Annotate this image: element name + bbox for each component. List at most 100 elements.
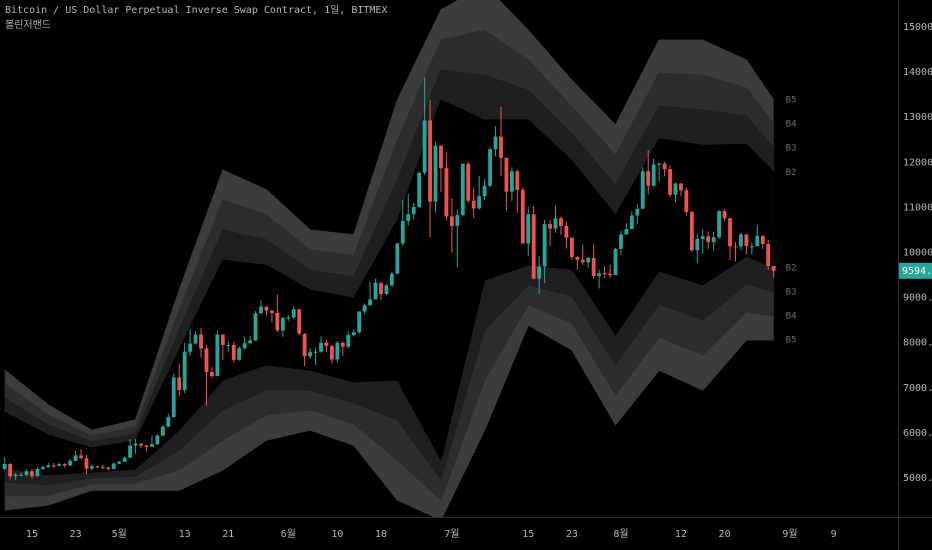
candle-body [264, 306, 269, 311]
candle-body [559, 218, 563, 226]
candle-body [384, 285, 389, 295]
y-tick-label: 7000.0 [903, 383, 932, 394]
candle-body [602, 273, 607, 275]
candle-body [220, 334, 225, 345]
band-label: B4 [786, 120, 797, 130]
candle-body [700, 236, 705, 239]
candle-body [226, 344, 231, 346]
candle-body [499, 136, 503, 158]
chart-title: Bitcoin / US Dollar Perpetual Inverse Sw… [5, 4, 387, 16]
x-tick-label: 23 [566, 529, 578, 540]
candle-body [711, 237, 716, 243]
candle-body [575, 257, 580, 260]
band-line [4, 69, 775, 443]
candle-body [150, 444, 154, 447]
candle-body [166, 417, 171, 427]
candle-body [35, 468, 40, 477]
candle-body [717, 211, 722, 238]
candle-body [68, 460, 73, 466]
candle-body [771, 266, 776, 271]
x-tick-label: 15 [522, 529, 534, 540]
candle-body [40, 467, 45, 469]
candle-body [270, 310, 274, 313]
candle-body [160, 426, 165, 436]
band-label: B3 [786, 288, 797, 298]
candle-body [504, 157, 509, 192]
candle-body [84, 458, 89, 469]
x-tick-label: 18 [375, 529, 387, 540]
candle-body [657, 163, 662, 165]
candle-body [62, 464, 67, 466]
candle-body [668, 169, 672, 195]
candle-body [308, 352, 313, 357]
band-line [4, 324, 774, 517]
candle-body [242, 343, 247, 349]
candle-body [231, 344, 236, 360]
candle-body [111, 463, 116, 469]
candle-body [400, 220, 405, 244]
candle-body [340, 342, 345, 347]
candle-body [275, 312, 280, 331]
candle-body [619, 234, 623, 249]
candle-body [379, 282, 383, 295]
candle-body [215, 334, 220, 377]
band-label: B4 [786, 312, 797, 322]
candle-body [30, 471, 34, 477]
candle-body [368, 299, 372, 306]
candle-body [766, 243, 771, 267]
candle-body [597, 273, 602, 276]
candle-body [411, 206, 416, 215]
candle-body [444, 168, 449, 217]
candle-body [100, 466, 105, 468]
y-tick-label: 12000.0 [903, 157, 932, 168]
candle-body [460, 163, 465, 216]
candle-body [422, 120, 427, 173]
candle-body [482, 185, 487, 197]
candle-body [210, 372, 214, 377]
band-label: B5 [786, 336, 797, 346]
candle-body [193, 334, 198, 344]
candle-body [629, 215, 634, 230]
candle-body [406, 214, 411, 221]
candle-body [531, 214, 536, 279]
x-tick-label: 21 [222, 529, 234, 540]
y-tick-label: 15000.0 [903, 22, 932, 33]
candle-body [302, 333, 307, 357]
y-tick-label: 11000.0 [903, 202, 932, 213]
candle-body [733, 246, 738, 248]
candle-body [569, 237, 574, 258]
y-tick-label: 9000.0 [903, 293, 932, 304]
candle-body [253, 313, 258, 341]
candle-body [188, 343, 193, 352]
candle-body [204, 348, 209, 373]
candle-body [728, 218, 732, 247]
candle-body [106, 467, 111, 469]
candle-body [13, 474, 18, 477]
candle-body [624, 229, 629, 235]
candle-body [19, 474, 23, 476]
candle-body [155, 435, 160, 445]
x-tick-label: 20 [719, 529, 731, 540]
candle-body [537, 266, 542, 279]
candle-body [395, 243, 400, 274]
band-line [4, 0, 775, 431]
candle-body [280, 317, 285, 331]
plot-area [2, 0, 776, 517]
candle-body [755, 235, 760, 247]
candle-body [79, 455, 83, 459]
candle-body [640, 171, 645, 209]
candle-body [684, 190, 689, 212]
candle-body [635, 208, 640, 216]
candle-body [259, 306, 263, 314]
candle-body [548, 224, 552, 229]
candle-body [297, 309, 302, 334]
candle-body [346, 335, 351, 347]
band-label: B2 [786, 263, 797, 273]
last-price-label: 9594.5 [902, 266, 932, 277]
candle-body [51, 465, 56, 467]
candle-body [182, 351, 187, 391]
candle-body [324, 342, 329, 346]
